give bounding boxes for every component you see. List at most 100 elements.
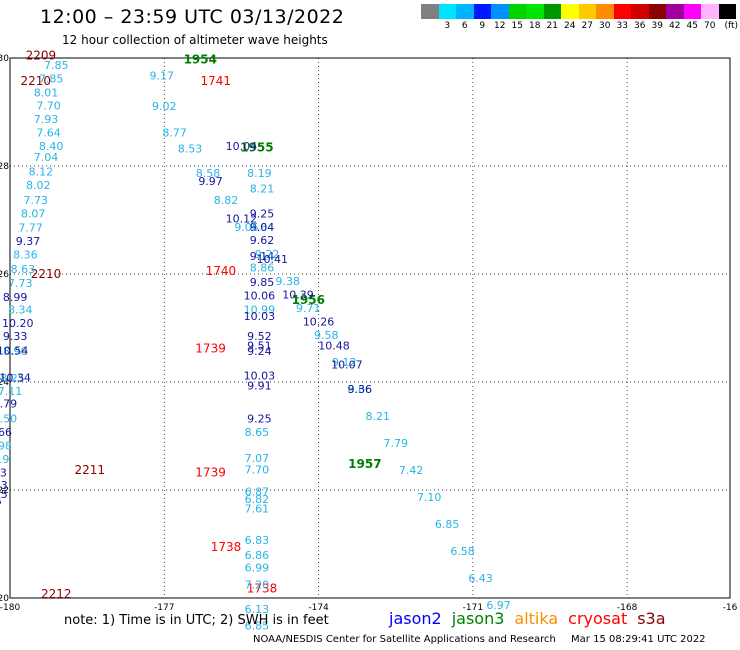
data-label-track-middle-high: 9.51: [247, 340, 272, 353]
data-label-track-east-high: 9.97: [198, 175, 223, 188]
data-label-track-middle: 6.99: [245, 562, 270, 575]
legend-item-jason2: jason2: [389, 609, 442, 628]
data-label-cryosat: 1739: [195, 341, 226, 355]
data-label-track-east: 9.17: [149, 70, 174, 83]
data-label-track-west: 8.07: [21, 207, 46, 220]
colorbar-tick-label: 70: [704, 21, 716, 31]
data-label-track-east: 6.97: [486, 599, 511, 612]
y-tick-label: 26: [0, 270, 9, 280]
data-label-s3a: 2211: [74, 463, 105, 477]
legend: jason2 jason3 altika cryosat s3a: [389, 609, 676, 628]
data-label-track-middle: 8.86: [250, 261, 275, 274]
data-label-track-east: 8.82: [214, 194, 239, 207]
x-tick-label: -177: [154, 603, 174, 613]
colorbar-tick-label: 39: [651, 21, 663, 31]
colorbar-swatch: [473, 4, 491, 19]
data-label-track-east: 9.71: [296, 302, 321, 315]
data-label-s3a: 2209: [26, 49, 57, 63]
data-label-track-west: 7.93: [34, 113, 59, 126]
data-label-track-east-high: 9.36: [347, 383, 372, 396]
data-label-track-east: 9.22: [255, 248, 280, 261]
data-label-track-middle: 6.83: [245, 534, 270, 547]
data-label-track-east-high: 10.39: [282, 288, 314, 301]
data-label-track-east: 6.58: [450, 545, 475, 558]
data-label-track-middle: 8.21: [250, 182, 275, 195]
colorbar-tick-label: 36: [634, 21, 646, 31]
data-label-track-middle: 8.19: [247, 167, 272, 180]
data-label-jason3: 1955: [240, 140, 273, 154]
colorbar-swatch: [666, 4, 684, 19]
data-label-track-east: 6.43: [468, 572, 493, 585]
colorbar-tick-label: 21: [546, 21, 558, 31]
data-label-track-east-high: 10.48: [318, 340, 350, 353]
colorbar-tick-label: 30: [599, 21, 611, 31]
data-label-track-west: 8.25: [0, 372, 25, 385]
data-label-track-middle-high: 9.91: [247, 380, 272, 393]
colorbar-unit-label: (ft): [724, 21, 739, 31]
x-tick-label: -171: [463, 603, 483, 613]
colorbar-swatch: [543, 4, 561, 19]
data-label-cryosat: 1739: [195, 466, 226, 480]
data-label-s3a: 2210: [31, 267, 62, 281]
y-tick-label: 22: [0, 486, 9, 496]
data-label-cryosat: 1740: [206, 264, 237, 278]
data-label-track-middle: 8.65: [245, 426, 270, 439]
data-label-track-west-high: 10.13: [0, 479, 8, 492]
colorbar-tick-label: 18: [529, 21, 541, 31]
data-label-track-west: 8.12: [29, 166, 54, 179]
data-label-s3a: 2212: [41, 587, 72, 601]
legend-item-jason3: jason3: [451, 609, 505, 628]
data-label-track-middle-high: 10.06: [244, 289, 276, 302]
data-label-track-west-high: 10.35: [0, 488, 8, 501]
colorbar-tick-label: 3: [444, 21, 451, 31]
data-label-track-east-high: 10.12: [226, 213, 258, 226]
x-tick-label: -16: [723, 603, 738, 613]
data-label-track-middle-high: 10.03: [244, 369, 276, 382]
legend-item-s3a: s3a: [637, 609, 666, 628]
data-label-track-east: 7.10: [417, 491, 442, 504]
colorbar: [421, 4, 736, 20]
data-label-track-west-high: 9.53: [0, 467, 7, 480]
data-label-track-east: 9.05: [234, 221, 259, 234]
data-label-track-middle-high: 9.85: [250, 276, 275, 289]
colorbar-swatch: [526, 4, 544, 19]
data-label-track-middle-high: 9.25: [247, 413, 272, 426]
colorbar-swatch: [508, 4, 526, 19]
data-label-track-west-high: 9.33: [3, 330, 28, 343]
data-label-track-west-high: 10.34: [0, 371, 31, 384]
data-label-track-west: 8.02: [26, 179, 51, 192]
data-label-track-middle: 6.86: [245, 549, 270, 562]
plot-frame: [9, 57, 731, 599]
y-tick-label: 30: [0, 54, 9, 64]
data-label-track-west: 8.36: [13, 248, 38, 261]
data-label-track-west-high: 9.37: [16, 235, 41, 248]
data-label-track-west: 7.73: [8, 277, 33, 290]
colorbar-tick-label: 33: [616, 21, 628, 31]
colorbar-tick-label: 9: [479, 21, 486, 31]
chart-title: 12:00 – 23:59 UTC 03/13/2022: [40, 6, 345, 28]
data-label-track-west: 7.85: [44, 59, 69, 72]
data-label-track-middle-high: 9.25: [250, 207, 275, 220]
colorbar-tick-label: 45: [686, 21, 698, 31]
data-label-track-west: 8.19: [0, 453, 9, 466]
data-label-track-middle: 6.13: [245, 603, 270, 616]
data-label-track-middle: 7.07: [245, 452, 270, 465]
data-label-track-west: 8.50: [0, 413, 17, 426]
credit-time: Mar 15 08:29:41 UTC 2022: [571, 634, 706, 645]
data-label-track-west: 7.70: [36, 99, 61, 112]
colorbar-tick-label: 12: [494, 21, 506, 31]
data-label-track-middle-high: 9.24: [247, 345, 272, 358]
data-label-track-east: 8.77: [162, 126, 187, 139]
data-label-track-east: 9.38: [275, 275, 300, 288]
data-label-track-middle: 8.64: [250, 221, 275, 234]
data-label-track-west: 7.04: [34, 151, 59, 164]
data-label-track-middle: 10.99: [244, 303, 276, 316]
colorbar-swatch: [683, 4, 701, 19]
legend-item-altika: altika: [514, 609, 559, 628]
data-label-track-middle-high: 9.14: [250, 250, 275, 263]
data-label-track-east: 9.12: [332, 356, 357, 369]
data-label-track-middle: 7.20: [245, 578, 270, 591]
footer-note: note: 1) Time is in UTC; 2) SWH is in fe…: [64, 613, 329, 628]
x-tick-label: -174: [308, 603, 329, 613]
